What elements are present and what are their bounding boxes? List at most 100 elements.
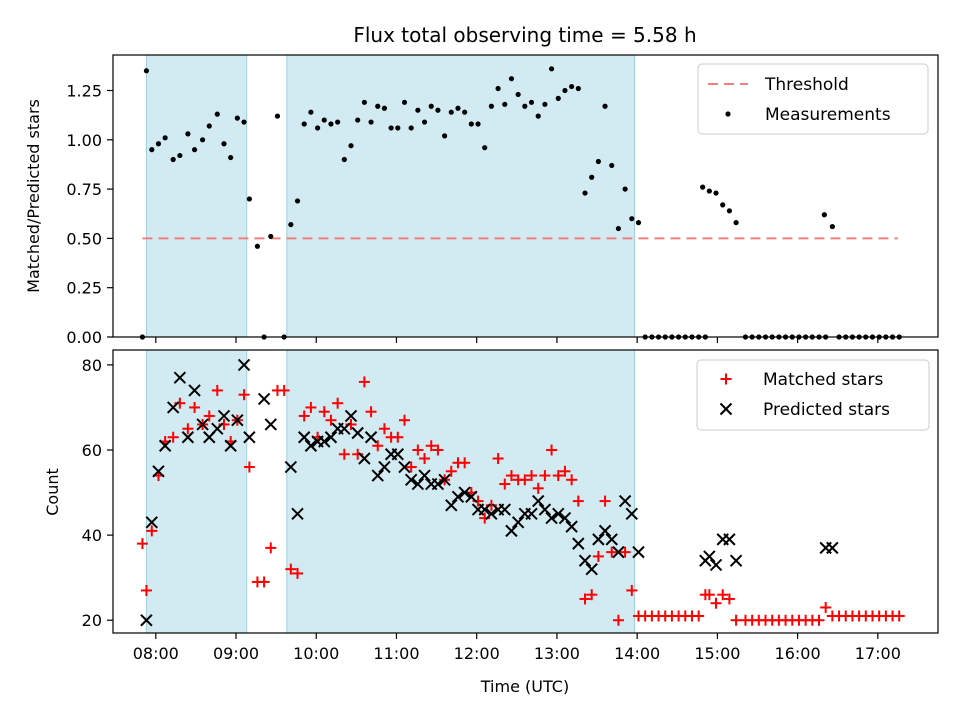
x-tick-label: 17:00 [855, 644, 901, 663]
bottom-x-ticks: 08:00 09:00 10:00 11:00 12:00 13:00 14:00 15:00… [133, 633, 901, 663]
measurement-point [829, 223, 835, 230]
matched-point [167, 431, 179, 443]
measurement-point [170, 156, 176, 163]
y-tick-label: 1.00 [66, 131, 102, 150]
matched-point [211, 384, 223, 396]
measurement-point [713, 190, 719, 196]
measurement-point [199, 137, 206, 143]
predicted-point [391, 448, 405, 461]
matched-point [325, 414, 337, 426]
measurement-point [482, 145, 488, 151]
measurement-point [528, 99, 535, 105]
measurement-point [375, 103, 381, 109]
measurement-point [143, 68, 150, 74]
measurement-point [314, 125, 321, 131]
top-legend-box [697, 63, 929, 135]
shaded-interval [286, 55, 635, 337]
observing-intervals [145, 55, 635, 337]
measurement-point [455, 105, 461, 111]
measurement-point [241, 119, 247, 125]
predicted-point [364, 431, 378, 444]
predicted-point [605, 533, 618, 546]
predicted-point [291, 507, 304, 521]
matched-point [278, 384, 290, 396]
measurement-point [720, 202, 726, 208]
predicted-point [703, 550, 716, 563]
matched-point [292, 567, 304, 579]
predicted-point [729, 554, 743, 567]
measurement-point [442, 133, 448, 139]
y-tick-label: 0.75 [66, 180, 102, 199]
matched-point [136, 538, 148, 550]
matched-point [559, 465, 571, 477]
bottom-y-ticks: 20 40 60 80 [82, 356, 113, 630]
predicted-point [304, 439, 318, 452]
legend-matched-label: Matched stars [763, 370, 883, 390]
measurement-point [468, 121, 474, 127]
predicted-point [231, 414, 244, 427]
measurement-point [706, 188, 712, 194]
measurement-point [274, 113, 281, 119]
predicted-point [598, 524, 612, 538]
bottom-y-axis-label: Count [43, 468, 62, 516]
measurement-point [421, 119, 428, 125]
predicted-point [525, 507, 538, 521]
chart-title: Flux total observing time = 5.58 h [353, 23, 696, 47]
predicted-point [445, 499, 458, 512]
matched-point [717, 589, 729, 601]
observing-intervals [145, 350, 635, 633]
x-tick-label: 12:00 [454, 644, 500, 663]
predicted-point [418, 469, 431, 482]
predicted-point [298, 431, 311, 444]
measurement-points [139, 66, 902, 340]
predicted-point [625, 507, 639, 521]
measurement-point [348, 143, 354, 149]
matched-point [693, 610, 705, 622]
predicted-point [485, 507, 498, 521]
measurement-point [575, 85, 581, 92]
measurement-point [408, 125, 414, 131]
predicted-point [158, 439, 172, 452]
matched-point [392, 431, 404, 443]
predicted-point [558, 511, 572, 525]
predicted-point [211, 422, 224, 435]
matched-point [710, 597, 722, 609]
measurement-point [582, 190, 588, 196]
y-tick-label: 20 [82, 611, 102, 630]
measurement-point [522, 103, 528, 109]
matched-point [612, 614, 624, 626]
predicted-point [166, 401, 180, 414]
matched-point [579, 593, 591, 605]
y-tick-label: 40 [82, 526, 102, 545]
predicted-point [531, 494, 545, 508]
matched-point [532, 482, 544, 494]
matched-point [243, 461, 255, 473]
matched-point [626, 584, 638, 596]
measurement-point [428, 103, 434, 109]
predicted-point [257, 392, 271, 406]
measurement-point [388, 125, 394, 131]
predicted-point [592, 533, 605, 546]
matched-point [432, 444, 444, 456]
legend-matched-swatch [720, 373, 732, 385]
predicted-point [351, 426, 364, 440]
top-axes-frame [112, 54, 939, 338]
measurement-point [635, 220, 642, 226]
measurement-point [301, 121, 307, 127]
matched-point [338, 448, 350, 460]
matched-point [586, 589, 598, 601]
measurement-point [515, 91, 521, 98]
measurement-point [214, 111, 220, 117]
predicted-point [181, 431, 195, 444]
matched-point [358, 376, 370, 388]
matched-point [499, 478, 511, 490]
matched-point [372, 440, 384, 452]
y-tick-label: 0.00 [66, 328, 102, 347]
x-tick-label: 14:00 [614, 644, 660, 663]
matched-point [365, 406, 377, 418]
predicted-point [458, 486, 471, 499]
measurement-point [488, 103, 495, 109]
predicted-point [632, 545, 645, 559]
predicted-point [324, 431, 338, 444]
